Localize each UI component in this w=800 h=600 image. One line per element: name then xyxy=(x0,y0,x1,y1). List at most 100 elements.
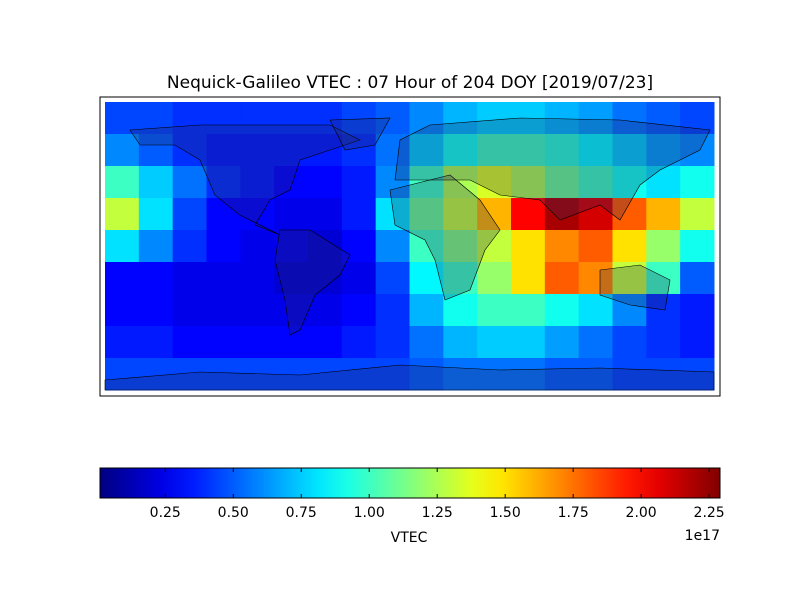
heatmap-cell xyxy=(274,262,309,295)
heatmap-cell xyxy=(206,198,241,231)
heatmap-cell xyxy=(511,198,546,231)
colorbar-offset: 1e17 xyxy=(685,528,720,544)
heatmap-cell xyxy=(105,326,140,359)
heatmap-cell xyxy=(172,262,207,295)
heatmap-cell xyxy=(375,230,410,263)
heatmap-cell xyxy=(206,230,241,263)
heatmap-cell xyxy=(544,326,580,359)
land xyxy=(599,264,671,311)
heatmap-cell xyxy=(544,230,580,263)
heatmap-cell xyxy=(578,294,613,327)
heatmap-cell xyxy=(240,134,275,167)
heatmap-cell xyxy=(308,326,343,359)
heatmap-cell xyxy=(680,326,715,359)
heatmap-cell xyxy=(341,294,377,327)
colorbar-tick-label: 0.50 xyxy=(218,505,249,521)
heatmap-cell xyxy=(105,166,140,199)
heatmap-cell xyxy=(544,358,580,391)
heatmap-cell xyxy=(341,102,377,135)
heatmap-cell xyxy=(172,294,207,327)
colorbar xyxy=(99,467,721,499)
heatmap-cell xyxy=(409,166,444,199)
heatmap-cell xyxy=(240,102,275,135)
heatmap-cell xyxy=(375,198,410,231)
heatmap-cell xyxy=(680,294,715,327)
heatmap-cell xyxy=(578,166,613,199)
heatmap-cell xyxy=(172,166,207,199)
land xyxy=(129,124,361,236)
heatmap-cell xyxy=(511,294,546,327)
heatmap-cell xyxy=(578,358,613,391)
heatmap-cell xyxy=(206,102,241,135)
heatmap-cell xyxy=(240,198,275,231)
heatmap xyxy=(105,102,715,391)
heatmap-cell xyxy=(308,102,343,135)
heatmap-cell xyxy=(544,102,580,135)
heatmap-cell xyxy=(375,134,410,167)
heatmap-cell xyxy=(612,358,647,391)
heatmap-cell xyxy=(544,166,580,199)
heatmap-cell xyxy=(477,262,512,295)
heatmap-cell xyxy=(308,230,343,263)
heatmap-cell xyxy=(612,134,647,167)
heatmap-cell xyxy=(646,262,681,295)
heatmap-cell xyxy=(138,358,174,391)
heatmap-cell xyxy=(578,134,613,167)
heatmap-cell xyxy=(646,230,681,263)
colorbar-tick-label: 1.00 xyxy=(354,505,385,521)
heatmap-cell xyxy=(409,326,444,359)
heatmap-cell xyxy=(172,358,207,391)
heatmap-cell xyxy=(375,326,410,359)
heatmap-cell xyxy=(578,230,613,263)
heatmap-cell xyxy=(206,134,241,167)
heatmap-cell xyxy=(138,230,174,263)
heatmap-cell xyxy=(240,262,275,295)
heatmap-cell xyxy=(274,134,309,167)
heatmap-cell xyxy=(206,326,241,359)
heatmap-cell xyxy=(172,326,207,359)
heatmap-cell xyxy=(443,294,478,327)
heatmap-cell xyxy=(646,166,681,199)
heatmap-cell xyxy=(612,262,647,295)
heatmap-cell xyxy=(274,326,309,359)
heatmap-cell xyxy=(511,262,546,295)
heatmap-cell xyxy=(138,166,174,199)
heatmap-cell xyxy=(477,102,512,135)
heatmap-cell xyxy=(341,166,377,199)
heatmap-cell xyxy=(511,230,546,263)
land xyxy=(389,174,501,301)
heatmap-cell xyxy=(612,230,647,263)
heatmap-cell xyxy=(409,294,444,327)
heatmap-cell xyxy=(578,198,613,231)
heatmap-cell xyxy=(308,294,343,327)
heatmap-cell xyxy=(206,358,241,391)
heatmap-cell xyxy=(105,230,140,263)
colorbar-tick-label: 2.00 xyxy=(626,505,657,521)
heatmap-cell xyxy=(646,134,681,167)
heatmap-cell xyxy=(138,326,174,359)
heatmap-cell xyxy=(409,358,444,391)
heatmap-cell xyxy=(308,262,343,295)
heatmap-cell xyxy=(680,262,715,295)
heatmap-cell xyxy=(680,358,715,391)
land xyxy=(394,117,711,221)
heatmap-cell xyxy=(409,198,444,231)
heatmap-cell xyxy=(544,134,580,167)
heatmap-cell xyxy=(544,262,580,295)
heatmap-cell xyxy=(105,134,140,167)
heatmap-cell xyxy=(274,294,309,327)
heatmap-cell xyxy=(308,166,343,199)
heatmap-cell xyxy=(477,198,512,231)
heatmap-cell xyxy=(105,294,140,327)
heatmap-cell xyxy=(646,294,681,327)
heatmap-cell xyxy=(646,358,681,391)
land xyxy=(274,229,351,336)
colorbar-ticks: 0.25 0.50 0.75 1.00 1.25 1.50 1.75 2.00 2.25 xyxy=(150,468,725,521)
heatmap-cell xyxy=(375,358,410,391)
heatmap-cell xyxy=(138,294,174,327)
colorbar-tick-label: 0.75 xyxy=(286,505,317,521)
heatmap-cell xyxy=(138,198,174,231)
heatmap-cell xyxy=(105,102,140,135)
heatmap-cell xyxy=(274,102,309,135)
map-frame xyxy=(99,96,721,397)
